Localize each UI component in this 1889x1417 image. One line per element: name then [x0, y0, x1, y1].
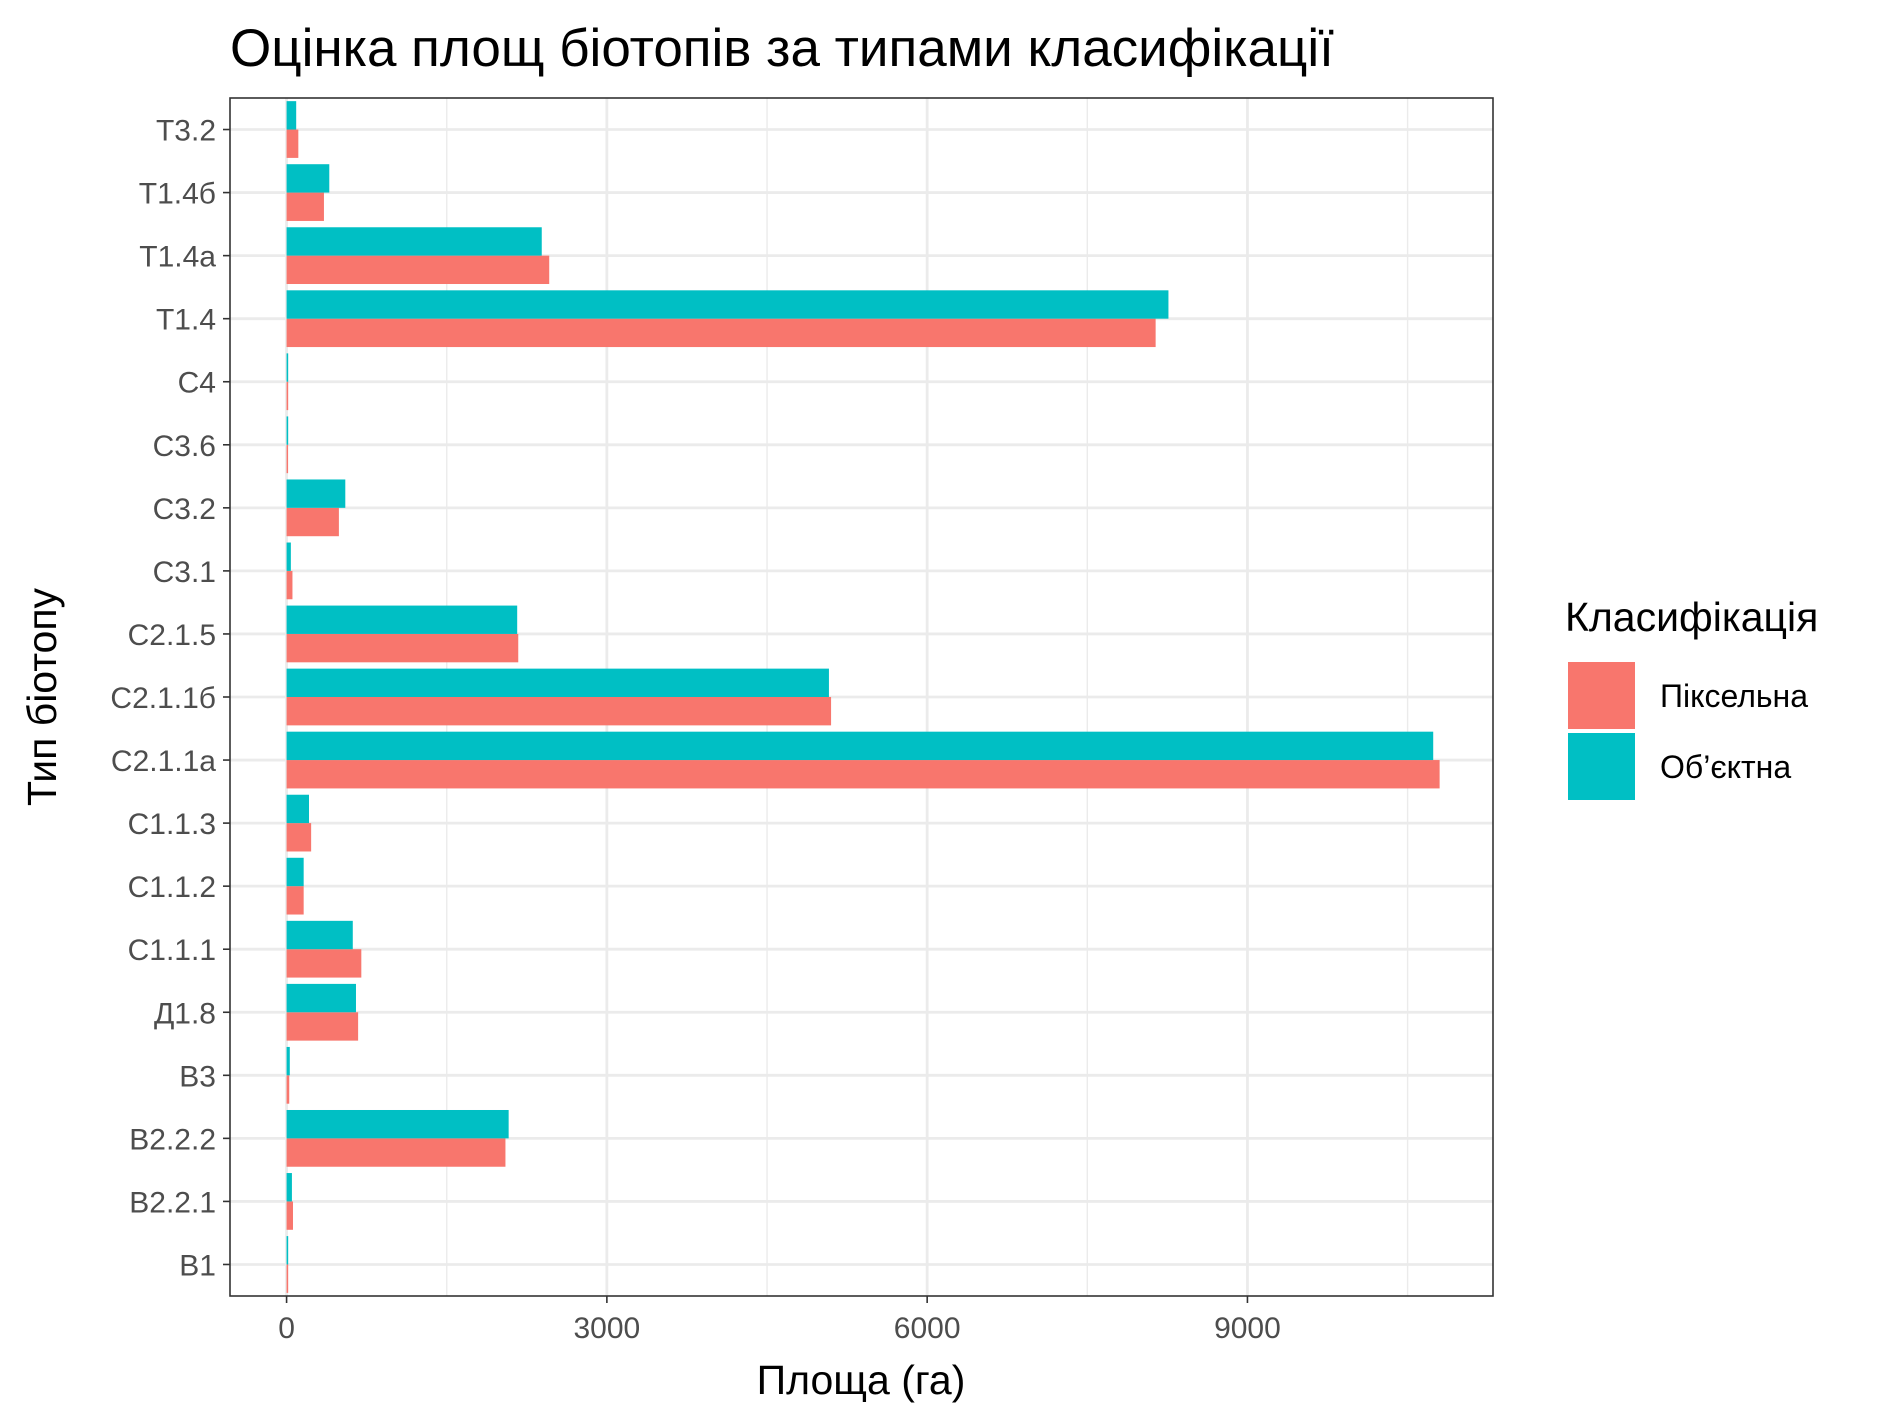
bar-object — [286, 920, 353, 950]
bar-pixel — [286, 507, 339, 537]
y-tick-label: С4 — [178, 367, 216, 400]
ticks: В1 В2.2.1 В2.2.2 В3 Д1.8 С1.1.1 С1.1.2 С1.1.3 С2… — [110, 115, 1280, 1345]
x-tick-label: 9000 — [1214, 1312, 1281, 1345]
y-tick-label: В1 — [179, 1249, 216, 1282]
legend-label-object: Об’єктна — [1660, 749, 1791, 785]
x-tick-label: 6000 — [894, 1312, 961, 1345]
y-tick-label: Д1.8 — [154, 997, 216, 1030]
y-axis-title: Тип біотопу — [19, 587, 65, 806]
y-tick-label: С2.1.1б — [110, 682, 216, 715]
y-tick-label: Т1.4 — [156, 304, 216, 337]
bar-object — [286, 668, 829, 697]
y-tick-label: Т3.2 — [156, 115, 216, 148]
bar-pixel — [286, 949, 362, 978]
bar-object — [286, 605, 518, 634]
y-tick-label: С1.1.3 — [128, 808, 216, 841]
bar-pixel — [286, 129, 299, 158]
bar-object — [286, 857, 304, 887]
legend-label-pixel: Піксельна — [1660, 678, 1808, 714]
legend-key-pixel — [1568, 662, 1635, 729]
bar-object — [286, 794, 310, 824]
legend: Класифікація Піксельна Об’єктна — [1565, 594, 1818, 800]
bar-pixel — [286, 1075, 290, 1104]
y-tick-label: С1.1.1 — [128, 934, 216, 967]
bar-object — [286, 731, 1434, 761]
bar-object — [286, 1236, 289, 1265]
bar-object — [286, 101, 297, 130]
bar-object — [286, 353, 289, 382]
bar-pixel — [286, 570, 293, 600]
bar-pixel — [286, 1138, 506, 1167]
bar-pixel — [286, 697, 832, 726]
legend-key-object — [1568, 733, 1635, 800]
bar-object — [286, 542, 291, 571]
y-tick-label: С3.1 — [153, 556, 216, 589]
y-tick-label: С2.1.1а — [111, 745, 216, 778]
x-tick-label: 0 — [278, 1312, 295, 1345]
bar-pixel — [286, 633, 519, 663]
y-tick-label: В2.2.1 — [129, 1186, 216, 1219]
bar-pixel — [286, 444, 289, 474]
y-tick-label: С1.1.2 — [128, 871, 216, 904]
bar-object — [286, 479, 346, 508]
x-tick-label: 3000 — [573, 1312, 640, 1345]
legend-title: Класифікація — [1565, 594, 1818, 640]
bar-object — [286, 1173, 292, 1202]
bar-object — [286, 1109, 509, 1139]
bar-pixel — [286, 886, 304, 915]
y-tick-label: Т1.4а — [139, 241, 216, 274]
bar-pixel — [286, 1264, 289, 1293]
y-tick-label: С3.6 — [153, 430, 216, 463]
y-tick-label: С2.1.5 — [128, 619, 216, 652]
y-tick-label: Т1.4б — [139, 178, 216, 211]
bar-pixel — [286, 823, 312, 852]
chart-title: Оцінка площ біотопів за типами класифіка… — [230, 19, 1334, 78]
bar-object — [286, 290, 1169, 319]
y-tick-label: В3 — [179, 1060, 216, 1093]
bar-pixel — [286, 381, 289, 411]
bar-pixel — [286, 760, 1440, 789]
bar-object — [286, 1046, 290, 1076]
y-tick-label: В2.2.2 — [129, 1123, 216, 1156]
bar-object — [286, 164, 330, 193]
bar-pixel — [286, 1201, 293, 1230]
bar-pixel — [286, 255, 550, 285]
x-axis-title: Площа (га) — [757, 1357, 966, 1403]
y-tick-label: С3.2 — [153, 493, 216, 526]
bars — [286, 101, 1440, 1293]
bar-pixel — [286, 318, 1156, 348]
bar-object — [286, 983, 356, 1013]
bar-object — [286, 227, 542, 256]
bar-pixel — [286, 1012, 359, 1041]
bar-object — [286, 416, 289, 445]
bar-pixel — [286, 192, 324, 221]
